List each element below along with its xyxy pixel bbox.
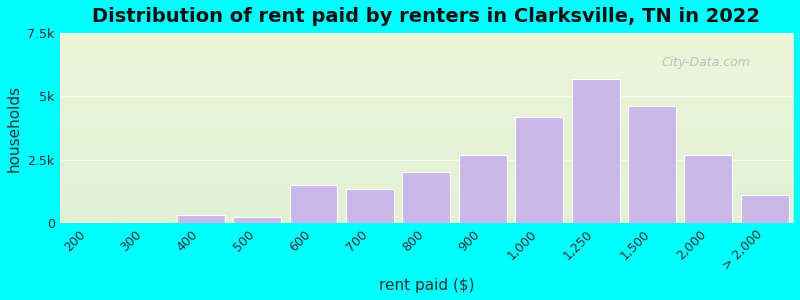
Bar xyxy=(685,154,733,223)
Bar xyxy=(64,222,112,223)
Bar xyxy=(458,154,506,223)
Bar xyxy=(515,117,563,223)
Bar xyxy=(346,189,394,223)
Bar xyxy=(346,189,394,223)
Bar xyxy=(64,222,112,223)
Title: Distribution of rent paid by renters in Clarksville, TN in 2022: Distribution of rent paid by renters in … xyxy=(92,7,760,26)
Bar xyxy=(120,222,168,223)
Bar xyxy=(120,222,168,223)
Bar xyxy=(515,117,563,223)
Bar xyxy=(685,154,733,223)
Bar xyxy=(290,185,338,223)
Bar xyxy=(402,172,450,223)
Bar xyxy=(233,217,281,223)
Bar xyxy=(233,217,281,223)
Bar xyxy=(741,195,789,223)
Text: City-Data.com: City-Data.com xyxy=(661,56,750,69)
Bar xyxy=(177,215,225,223)
Bar xyxy=(741,195,789,223)
Y-axis label: households: households xyxy=(7,84,22,172)
Bar xyxy=(628,106,676,223)
Bar xyxy=(572,79,619,223)
Bar xyxy=(572,79,619,223)
Bar xyxy=(290,185,338,223)
Bar xyxy=(177,215,225,223)
X-axis label: rent paid ($): rent paid ($) xyxy=(378,278,474,293)
Bar xyxy=(628,106,676,223)
Bar xyxy=(402,172,450,223)
Bar xyxy=(458,154,506,223)
